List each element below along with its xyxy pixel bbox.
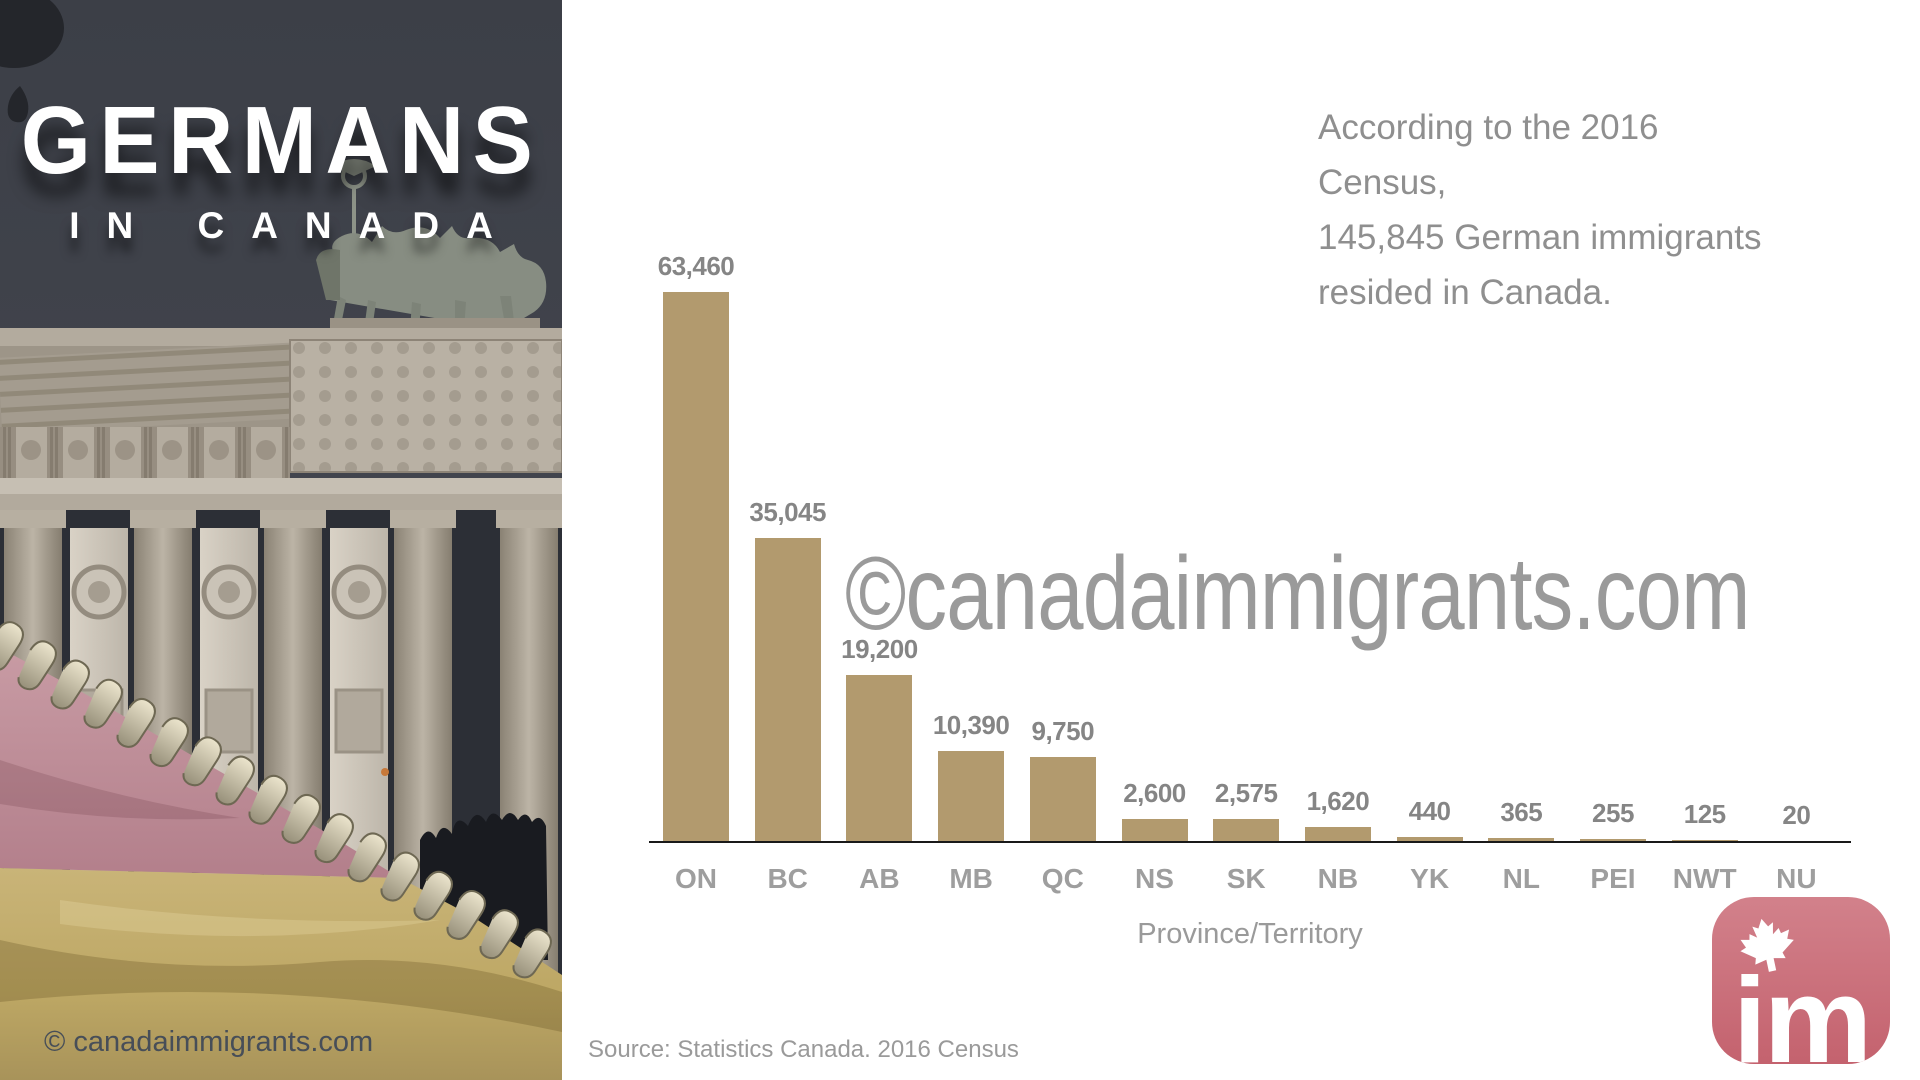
bar-AB (846, 674, 913, 841)
category-label-MB: MB (949, 863, 993, 894)
category-label-NS: NS (1135, 863, 1174, 894)
bar-NB (1304, 827, 1371, 841)
bar-value-label: 19,200 (841, 633, 918, 664)
bar-NL (1488, 837, 1555, 841)
site-logo: im (1712, 897, 1890, 1064)
x-axis-line (649, 841, 1851, 843)
category-label-NL: NL (1502, 863, 1540, 894)
category-label-NWT: NWT (1672, 863, 1737, 894)
bar-NS (1121, 818, 1188, 841)
intro-line-1: According to the 2016 Census, (1318, 108, 1659, 202)
brandenburg-gate-illustration (0, 0, 562, 1080)
bar-value-label: 255 (1592, 797, 1634, 828)
left-photo-panel: GERMANS IN CANADA © canadaimmigrants.com (0, 0, 562, 1080)
category-label-SK: SK (1226, 863, 1266, 894)
gate-entablature (0, 328, 562, 510)
bar-value-label: 9,750 (1031, 715, 1095, 746)
bars-layer: 63,460 35,045 19,200 10,390 9,750 2,600 2,575 1… (649, 250, 1851, 843)
bar-MB (938, 751, 1005, 841)
bar-value-label: 1,620 (1306, 786, 1370, 816)
poster-title: GERMANS (20, 87, 542, 194)
bar-value-label: 35,045 (749, 496, 826, 527)
category-label-QC: QC (1041, 863, 1084, 894)
bar-value-label: 20 (1782, 799, 1811, 830)
category-label-AB: AB (859, 863, 900, 894)
bar-value-label: 10,390 (932, 710, 1010, 741)
bar-QC (1029, 756, 1096, 841)
poster-subtitle: IN CANADA (69, 205, 520, 246)
bar-ON (663, 292, 729, 841)
bar-NWT (1671, 839, 1738, 841)
bar-YK (1396, 837, 1463, 841)
bar-value-label: 125 (1683, 798, 1726, 829)
bar-PEI (1580, 838, 1646, 841)
bar-BC (754, 537, 821, 841)
category-label-PEI: PEI (1590, 863, 1636, 894)
category-label-YK: YK (1410, 863, 1450, 894)
intro-line-2: 145,845 German immigrants (1318, 218, 1762, 257)
category-label-BC: BC (767, 863, 808, 894)
panel-copyright: © canadaimmigrants.com (44, 1026, 374, 1058)
bar-value-label: 440 (1408, 796, 1451, 827)
category-label-ON: ON (675, 863, 717, 894)
bar-chart: 63,460 35,045 19,200 10,390 9,750 2,600 2,575 1… (649, 250, 1851, 950)
source-note: Source: Statistics Canada. 2016 Census (588, 1036, 1019, 1063)
bar-value-label: 63,460 (657, 251, 735, 281)
category-label-NB: NB (1317, 863, 1359, 894)
bar-SK (1213, 818, 1280, 841)
bar-value-label: 2,600 (1123, 777, 1186, 808)
category-label-NU: NU (1776, 863, 1817, 894)
bar-value-label: 2,575 (1214, 777, 1278, 808)
watermark: ©canadaimmigrants.com (845, 536, 1750, 652)
intro-text: According to the 2016 Census, 145,845 Ge… (1318, 100, 1788, 320)
logo-text: im (1732, 952, 1872, 1064)
intro-line-3: resided in Canada. (1318, 273, 1612, 312)
maple-leaf-icon (1740, 918, 1794, 972)
x-axis-title: Province/Territory (1137, 918, 1363, 950)
bar-value-label: 365 (1500, 796, 1543, 827)
